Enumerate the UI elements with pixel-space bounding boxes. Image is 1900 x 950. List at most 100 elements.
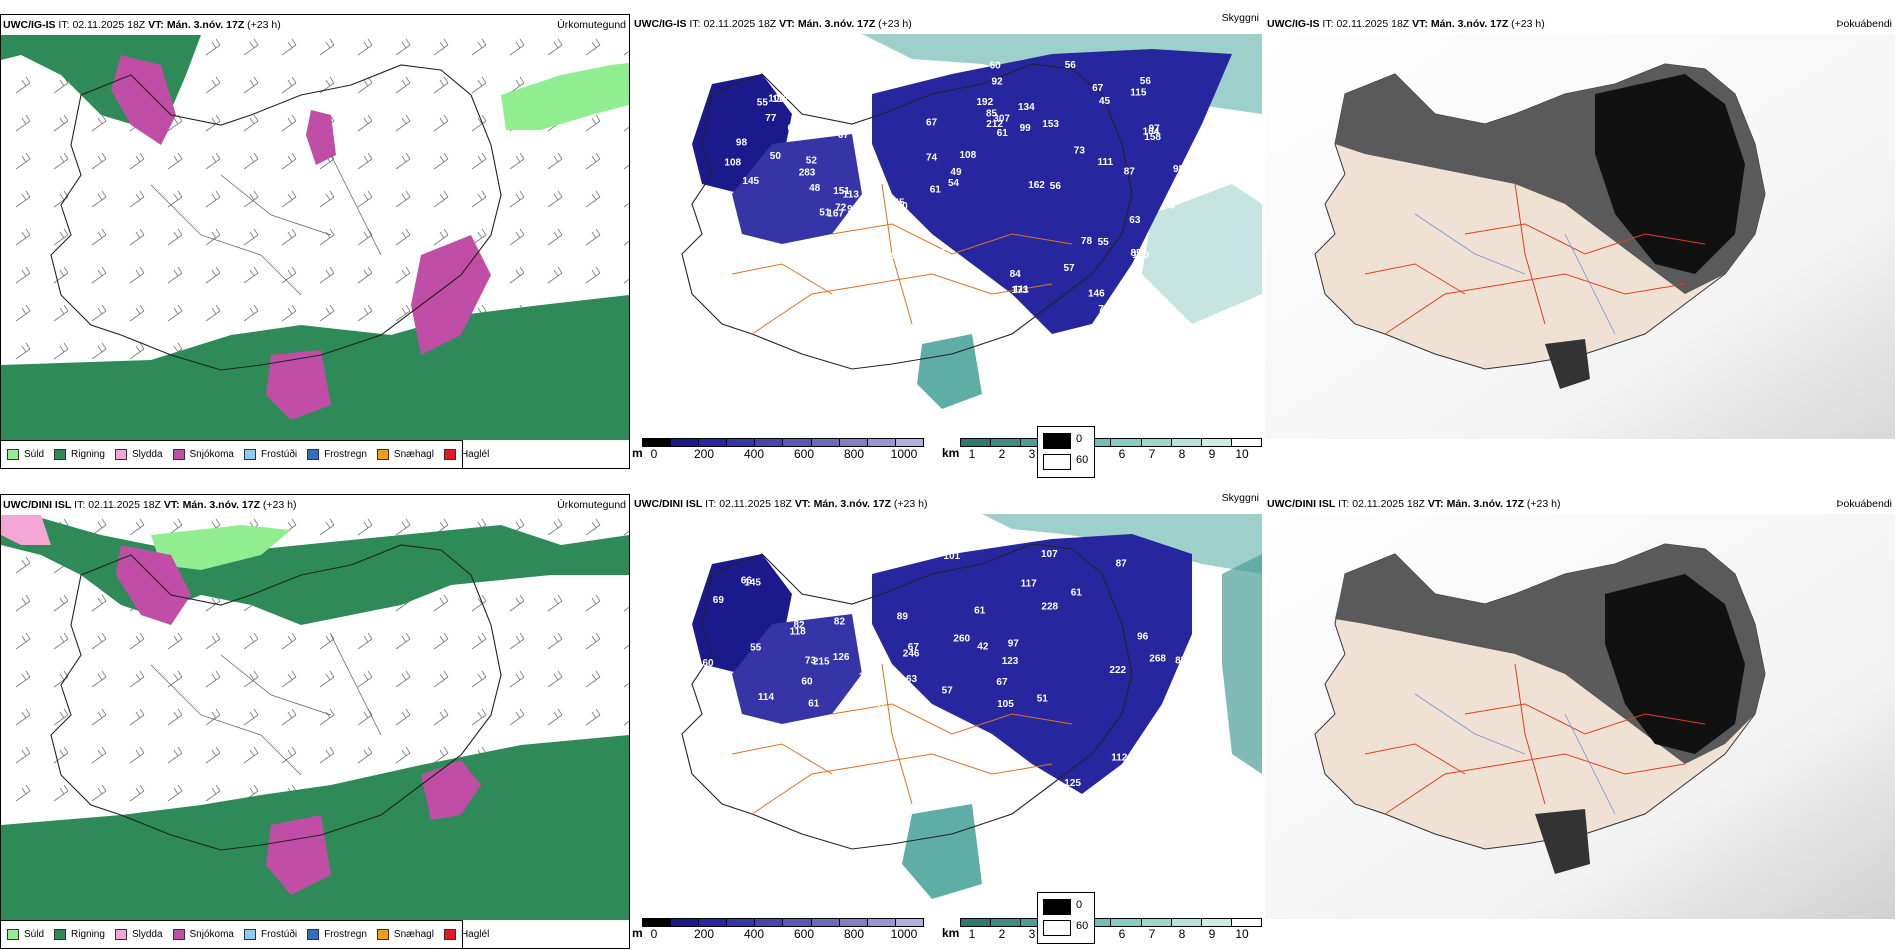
cloud-base-label: 61 xyxy=(974,606,986,617)
wind-barb xyxy=(167,632,183,650)
cloud-base-label: 60 xyxy=(801,676,813,687)
cloud-base-label: 72 xyxy=(835,203,847,214)
cloudbase-ticks: 0 200 400 600 800 1000 xyxy=(632,447,932,461)
legend-label: Frostregn xyxy=(324,929,367,940)
wind-barb xyxy=(585,266,601,284)
cloud-base-label: 307 xyxy=(993,114,1010,125)
wind-barb xyxy=(167,708,183,726)
vt-label: VT: xyxy=(163,499,180,511)
wind-barb xyxy=(547,670,563,688)
cloud-base-label: 56 xyxy=(1140,76,1152,87)
cloud-base-label: 228 xyxy=(1041,602,1058,613)
colorbar-segment xyxy=(643,439,672,446)
init-time: 02.11.2025 18Z xyxy=(1352,498,1425,510)
legend-swatch xyxy=(114,449,127,460)
rivers xyxy=(1414,213,1616,335)
wind-barb xyxy=(205,746,221,764)
wind-barb xyxy=(129,670,145,688)
cloud-base-label: 58 xyxy=(816,79,828,90)
wind-barb xyxy=(15,670,31,688)
cloud-base-label: 67 xyxy=(926,117,938,128)
cloud-base-label: 59 xyxy=(886,251,898,262)
wind-barb xyxy=(509,152,525,170)
cloud-base-label: 98 xyxy=(736,138,748,149)
legend-swatch xyxy=(7,929,19,940)
wind-barb xyxy=(53,784,69,802)
colorbar-tick-label: 800 xyxy=(843,447,865,461)
colorbar-tick-label: 2 xyxy=(998,447,1006,461)
cloud-base-label: 55 xyxy=(750,643,762,654)
wind-barb xyxy=(281,114,297,132)
cloud-base-label: 105 xyxy=(997,699,1014,710)
legend-item-snow-pellets: Snæhagl xyxy=(376,449,434,460)
cloud-base-label: 49 xyxy=(950,167,962,178)
wind-barb xyxy=(623,720,629,726)
wind-barb xyxy=(91,152,107,170)
legend-label: Haglél xyxy=(460,929,490,940)
it-label: IT: xyxy=(705,498,717,510)
cloud-base-label: 145 xyxy=(742,176,759,187)
wind-barb xyxy=(53,594,69,612)
wind-barb xyxy=(129,518,145,536)
it-label: IT: xyxy=(689,18,701,30)
cloud-base-label: 67 xyxy=(996,677,1008,688)
wind-barb xyxy=(319,670,335,688)
colorbar-tick-label: 3 xyxy=(1028,447,1036,461)
colorbar-segment xyxy=(1111,919,1142,926)
wind-barb xyxy=(471,670,487,688)
cloud-base-label: 70 xyxy=(897,201,909,212)
wind-barb xyxy=(91,304,107,322)
wind-barb xyxy=(319,708,335,726)
fog-swatch-light xyxy=(1043,920,1071,936)
legend-item-snow-pellets: Snæhagl xyxy=(376,929,434,940)
vt-label: VT: xyxy=(779,18,795,30)
wind-barb xyxy=(281,228,297,246)
snow-area-south xyxy=(266,815,331,895)
cloud-base-label: 85 xyxy=(986,108,998,119)
wind-barb xyxy=(357,746,373,764)
vt-label: VT: xyxy=(1412,18,1428,30)
legend-swatch xyxy=(54,929,67,940)
colorbar-segment xyxy=(867,439,896,446)
wind-barb xyxy=(205,38,221,56)
legend-item-hail: Haglél xyxy=(443,929,490,940)
colorbar-tick-label: 3 xyxy=(1028,927,1036,941)
wind-barb xyxy=(129,266,145,284)
colorbar-tick-label: 600 xyxy=(793,447,815,461)
cloud-base-label: 146 xyxy=(1088,289,1105,300)
wind-barb xyxy=(91,670,107,688)
wind-barb xyxy=(471,632,487,650)
cloud-base-label: 137 xyxy=(848,210,865,221)
wind-barb xyxy=(433,38,449,56)
legend-label: Slydda xyxy=(131,929,163,940)
wind-barb xyxy=(281,152,297,170)
init-time: 02.11.2025 18Z xyxy=(703,18,777,30)
visibility-colorbar: km 12345678910 xyxy=(942,436,1262,464)
cloud-base-label: 58 xyxy=(1196,611,1208,622)
wind-barb xyxy=(129,632,145,650)
wind-barb xyxy=(509,266,525,284)
wind-barb xyxy=(53,304,69,322)
wind-barb xyxy=(129,190,145,208)
wind-barb xyxy=(15,746,31,764)
wind-barb xyxy=(395,518,411,536)
wind-barb xyxy=(205,76,221,94)
colorbar-segment xyxy=(699,439,728,446)
wind-barb xyxy=(509,190,525,208)
wind-barb xyxy=(281,38,297,56)
wind-barb xyxy=(15,342,31,360)
cloudbase-visibility-panel-top: UWC/IG-IS IT: 02.11.2025 18Z VT: Mán. 3.… xyxy=(632,12,1262,469)
panel-title: Skyggni xyxy=(1221,12,1259,24)
legend-label: Snæhagl xyxy=(393,929,434,940)
iceland-coast xyxy=(50,544,502,851)
wind-barb xyxy=(585,152,601,170)
cloud-base-label: 246 xyxy=(903,649,920,660)
colorbar-segment xyxy=(1111,439,1142,446)
cloud-base-label: 126 xyxy=(844,216,861,227)
wind-barb xyxy=(585,632,601,650)
valid-time: Mán. 3.nóv. 17Z xyxy=(1430,18,1509,30)
legend-label: Rigning xyxy=(71,449,105,460)
wind-barb xyxy=(243,228,259,246)
cloud-base-label: 66 xyxy=(741,576,753,587)
colorbar-segment xyxy=(961,919,992,926)
